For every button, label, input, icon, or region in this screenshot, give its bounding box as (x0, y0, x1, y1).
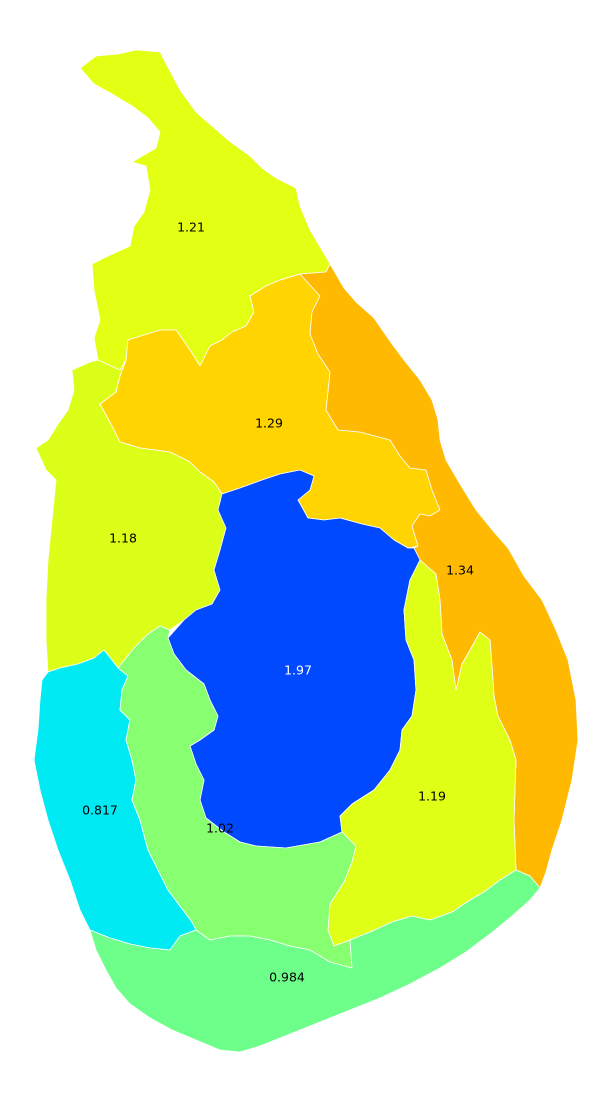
value-label-sabaragamuwa: 1.02 (206, 821, 234, 836)
value-label-eastern: 1.34 (446, 563, 474, 578)
value-label-western: 0.817 (82, 803, 118, 818)
region-sabaragamuwa (117, 625, 357, 969)
value-label-north-central: 1.29 (255, 416, 283, 431)
value-label-northern: 1.21 (177, 220, 205, 235)
value-label-southern: 0.984 (269, 970, 305, 985)
value-label-uva: 1.19 (418, 789, 446, 804)
region-southern (89, 869, 541, 1053)
value-label-north-western: 1.18 (109, 531, 137, 546)
value-label-central: 1.97 (284, 663, 312, 678)
